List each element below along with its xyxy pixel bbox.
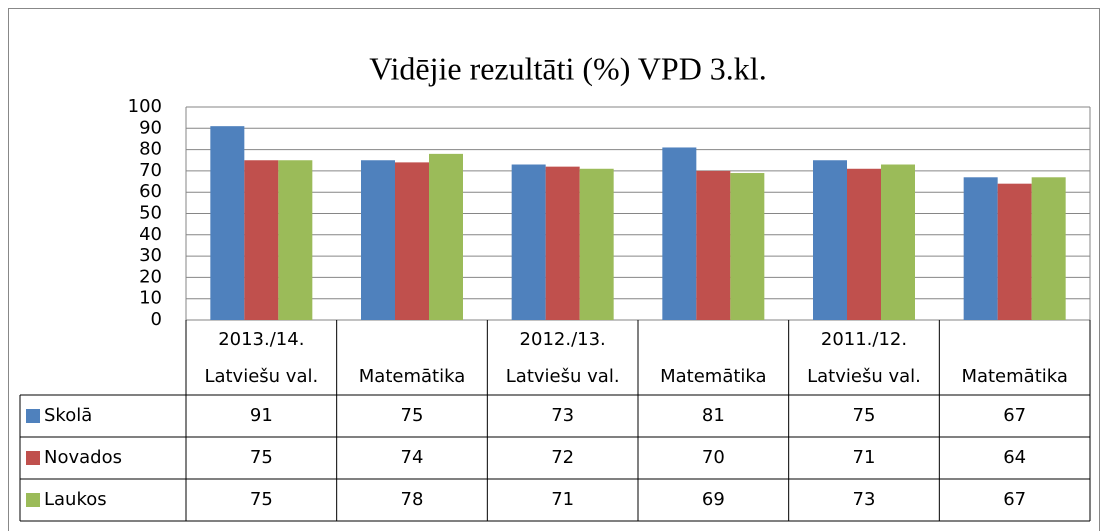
x-tick-label: Matemātika [961, 366, 1067, 387]
x-tick-label: Latviešu val. [506, 366, 620, 387]
bar [278, 160, 313, 320]
bar [963, 177, 998, 320]
y-tick-label: 60 [139, 181, 162, 202]
bar [1031, 177, 1066, 320]
table-value: 64 [1003, 447, 1026, 468]
bar [696, 170, 731, 320]
x-tick-label: Matemātika [359, 366, 465, 387]
x-group-label: 2012./13. [520, 329, 606, 350]
y-tick-label: 30 [139, 245, 162, 266]
y-tick-label: 80 [139, 139, 162, 160]
y-tick-label: 100 [128, 96, 162, 117]
bar [662, 147, 697, 320]
table-value: 71 [853, 447, 876, 468]
bar [813, 160, 847, 320]
table-value: 74 [401, 447, 424, 468]
y-tick-label: 90 [139, 117, 162, 138]
bar [730, 173, 765, 320]
legend-swatch [26, 409, 40, 423]
bar [545, 166, 580, 320]
y-tick-label: 40 [139, 224, 162, 245]
table-value: 81 [702, 405, 725, 426]
x-tick-label: Latviešu val. [204, 366, 318, 387]
table-value: 67 [1003, 489, 1026, 510]
legend-swatch [26, 493, 40, 507]
bar [244, 160, 279, 320]
legend-label: Laukos [44, 489, 107, 510]
table-value: 69 [702, 489, 725, 510]
y-tick-label: 10 [139, 288, 162, 309]
bar [429, 153, 463, 320]
table-value: 70 [702, 447, 725, 468]
table-value: 71 [551, 489, 574, 510]
bar [881, 164, 915, 320]
table-value: 75 [250, 447, 273, 468]
table-value: 75 [401, 405, 424, 426]
bar [847, 168, 881, 320]
legend-label: Skolā [44, 405, 92, 426]
y-tick-label: 20 [139, 266, 162, 287]
legend-swatch [26, 451, 40, 465]
bar [361, 160, 395, 320]
table-value: 91 [250, 405, 273, 426]
legend-label: Novados [44, 447, 122, 468]
y-tick-label: 50 [139, 203, 162, 224]
x-group-label: 2013./14. [218, 329, 304, 350]
chart-title: Vidējie rezultāti (%) VPD 3.kl. [369, 50, 766, 86]
bar [210, 126, 245, 320]
x-tick-label: Matemātika [660, 366, 766, 387]
table-value: 78 [401, 489, 424, 510]
y-tick-label: 0 [151, 309, 162, 330]
table-value: 75 [853, 405, 876, 426]
bar [395, 162, 429, 320]
x-group-label: 2011./12. [821, 329, 907, 350]
bar [579, 168, 614, 320]
bar [997, 183, 1032, 320]
table-value: 73 [551, 405, 574, 426]
table-value: 72 [551, 447, 574, 468]
table-value: 67 [1003, 405, 1026, 426]
x-tick-label: Latviešu val. [807, 366, 921, 387]
table-value: 75 [250, 489, 273, 510]
y-tick-label: 70 [139, 160, 162, 181]
table-value: 73 [853, 489, 876, 510]
bar [511, 164, 546, 320]
